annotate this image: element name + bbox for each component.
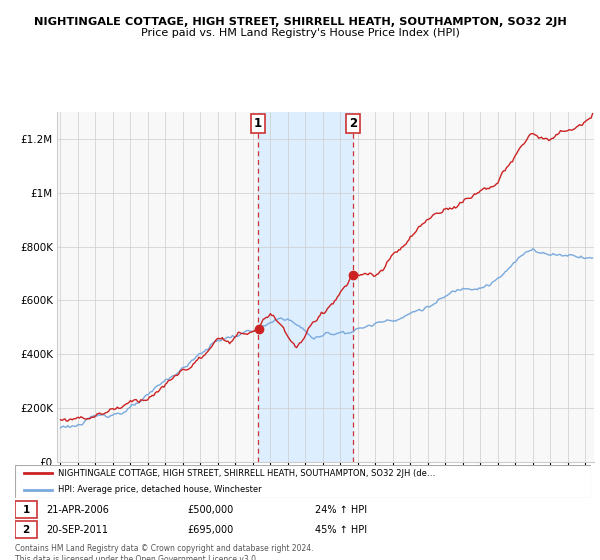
- FancyBboxPatch shape: [15, 465, 591, 498]
- Text: Contains HM Land Registry data © Crown copyright and database right 2024.
This d: Contains HM Land Registry data © Crown c…: [15, 544, 314, 560]
- Bar: [258, 112, 353, 462]
- Text: 21-APR-2006: 21-APR-2006: [47, 505, 110, 515]
- Text: NIGHTINGALE COTTAGE, HIGH STREET, SHIRRELL HEATH, SOUTHAMPTON, SO32 2JH: NIGHTINGALE COTTAGE, HIGH STREET, SHIRRE…: [34, 17, 566, 27]
- Text: 2: 2: [22, 525, 29, 535]
- Bar: [15, 521, 37, 538]
- Text: 1: 1: [22, 505, 29, 515]
- Text: HPI: Average price, detached house, Winchester: HPI: Average price, detached house, Winc…: [58, 486, 262, 494]
- Text: 24% ↑ HPI: 24% ↑ HPI: [314, 505, 367, 515]
- Text: £695,000: £695,000: [188, 525, 234, 535]
- Text: 45% ↑ HPI: 45% ↑ HPI: [314, 525, 367, 535]
- Text: 20-SEP-2011: 20-SEP-2011: [47, 525, 109, 535]
- Text: Price paid vs. HM Land Registry's House Price Index (HPI): Price paid vs. HM Land Registry's House …: [140, 28, 460, 38]
- Text: £500,000: £500,000: [188, 505, 234, 515]
- Bar: [15, 501, 37, 518]
- Text: NIGHTINGALE COTTAGE, HIGH STREET, SHIRRELL HEATH, SOUTHAMPTON, SO32 2JH (de…: NIGHTINGALE COTTAGE, HIGH STREET, SHIRRE…: [58, 469, 436, 478]
- Text: 1: 1: [254, 117, 262, 130]
- Text: 2: 2: [349, 117, 357, 130]
